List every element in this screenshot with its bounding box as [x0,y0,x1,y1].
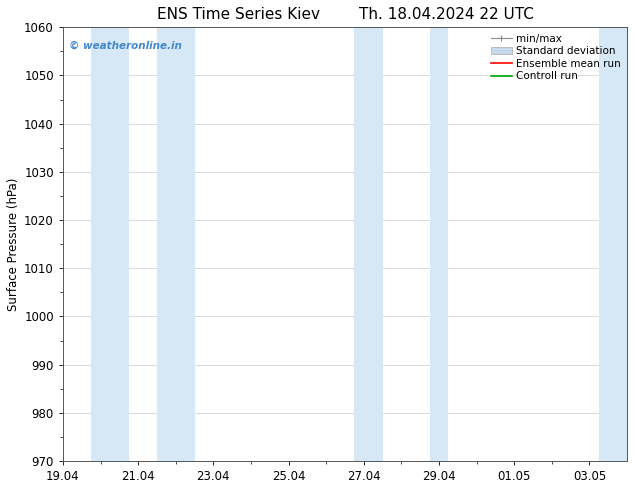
Text: © weatheronline.in: © weatheronline.in [68,40,181,50]
Bar [91,27,129,461]
Title: ENS Time Series Kiev        Th. 18.04.2024 22 UTC: ENS Time Series Kiev Th. 18.04.2024 22 U… [157,7,533,22]
Bar [354,27,382,461]
Y-axis label: Surface Pressure (hPa): Surface Pressure (hPa) [7,177,20,311]
Bar [157,27,195,461]
Legend: min/max, Standard deviation, Ensemble mean run, Controll run: min/max, Standard deviation, Ensemble me… [487,29,625,86]
Bar [430,27,448,461]
Bar [599,27,627,461]
